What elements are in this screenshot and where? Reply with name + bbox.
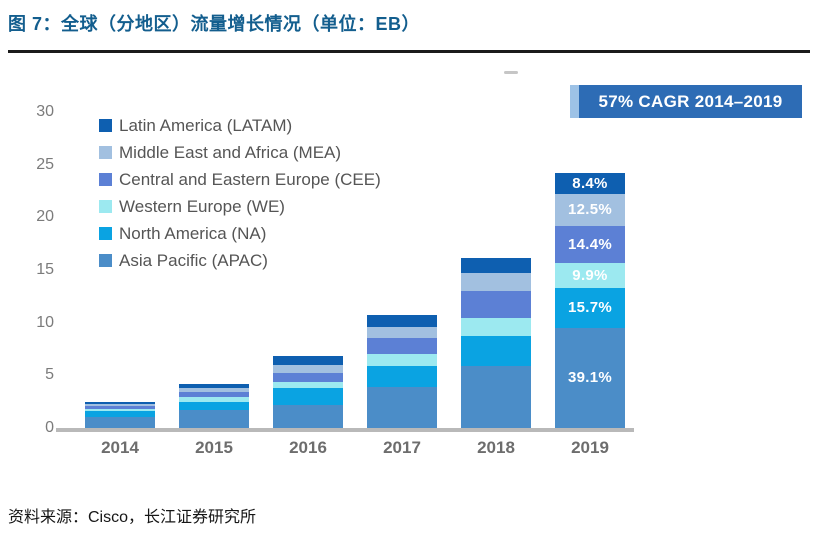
- legend-swatch-icon: [99, 119, 112, 132]
- legend-label: Western Europe (WE): [119, 196, 285, 216]
- bar-segment: [273, 373, 343, 382]
- bar-segment: [461, 291, 531, 319]
- bar-segment: [273, 356, 343, 365]
- bar-segment: [273, 404, 343, 428]
- bar-segment: [179, 383, 249, 388]
- segment-percent-label: 8.4%: [572, 175, 608, 193]
- y-axis-tick-label: 20: [36, 208, 54, 226]
- segment-percent-label: 12.5%: [567, 201, 613, 219]
- bar-segment: [179, 387, 249, 393]
- segment-percent-label: 15.7%: [567, 299, 613, 317]
- bar-segment: [179, 392, 249, 398]
- segment-percent-label: 9.9%: [572, 266, 608, 284]
- x-axis-tick-label: 2014: [101, 438, 139, 457]
- legend-label: Latin America (LATAM): [119, 115, 293, 135]
- x-axis-tick-label: 2016: [289, 438, 327, 457]
- bar-segment: [179, 410, 249, 428]
- bar-segment: 14.4%: [555, 225, 625, 263]
- legend-item: Western Europe (WE): [99, 193, 381, 220]
- y-axis-tick-label: 5: [45, 366, 54, 384]
- bar-segment: [367, 315, 437, 327]
- bar-segment: [179, 397, 249, 402]
- bar-segment: 15.7%: [555, 287, 625, 328]
- x-axis-tick-label: 2015: [195, 438, 233, 457]
- bar-segment: [461, 318, 531, 337]
- bar-segment: 9.9%: [555, 262, 625, 288]
- legend-label: Middle East and Africa (MEA): [119, 142, 342, 162]
- y-axis-tick-label: 25: [36, 155, 54, 173]
- legend-swatch-icon: [99, 254, 112, 267]
- segment-percent-label: 14.4%: [567, 235, 613, 253]
- legend-swatch-icon: [99, 173, 112, 186]
- bar-segment: [85, 409, 155, 412]
- figure-title: 图 7：全球（分地区）流量增长情况（单位：EB）: [8, 14, 421, 34]
- legend-swatch-icon: [99, 200, 112, 213]
- bar-segment: [461, 365, 531, 428]
- bar-segment: [85, 405, 155, 410]
- x-axis-tick-label: 2019: [571, 438, 609, 457]
- bar-segment: [85, 401, 155, 404]
- bar-segment: [85, 417, 155, 428]
- scan-artifact-mark: [504, 71, 518, 74]
- bar-segment: 39.1%: [555, 327, 625, 428]
- bar-segment: [461, 258, 531, 274]
- cagr-annotation-badge: 57% CAGR 2014–2019: [570, 85, 802, 118]
- x-axis-tick-label: 2017: [383, 438, 421, 457]
- bar-segment: [367, 365, 437, 387]
- legend-item: Middle East and Africa (MEA): [99, 139, 381, 166]
- legend-item: Central and Eastern Europe (CEE): [99, 166, 381, 193]
- bar-segment: [273, 364, 343, 374]
- chart-legend: Latin America (LATAM) Middle East and Afr…: [99, 112, 381, 274]
- bar-segment: 8.4%: [555, 173, 625, 195]
- bar-segment: [85, 411, 155, 418]
- bar-segment: [367, 386, 437, 428]
- bar-segment: [367, 354, 437, 366]
- y-axis-tick-label: 0: [45, 419, 54, 436]
- bar-segment: 12.5%: [555, 194, 625, 226]
- y-axis-tick-label: 10: [36, 313, 54, 331]
- legend-label: Asia Pacific (APAC): [119, 250, 268, 270]
- legend-label: Central and Eastern Europe (CEE): [119, 169, 381, 189]
- bar-segment: [85, 403, 155, 406]
- source-note: 资料来源：Cisco，长江证券研究所: [8, 509, 257, 526]
- bar-segment: [461, 273, 531, 292]
- bar-segment: [179, 401, 249, 411]
- bar-segment: [273, 381, 343, 388]
- legend-swatch-icon: [99, 146, 112, 159]
- legend-item: Asia Pacific (APAC): [99, 247, 381, 274]
- segment-percent-label: 39.1%: [567, 369, 613, 387]
- bar-segment: [367, 326, 437, 339]
- legend-item: North America (NA): [99, 220, 381, 247]
- y-axis-tick-label: 15: [36, 261, 54, 278]
- x-axis-tick-label: 2018: [477, 438, 515, 457]
- legend-swatch-icon: [99, 227, 112, 240]
- bar-segment: [273, 387, 343, 405]
- cagr-annotation-text: 57% CAGR 2014–2019: [598, 91, 783, 111]
- legend-item: Latin America (LATAM): [99, 112, 381, 139]
- bar-segment: [461, 336, 531, 366]
- x-axis-baseline: [56, 428, 634, 432]
- stacked-bar-chart: 57% CAGR 2014–2019 Latin America (LATAM)…: [0, 58, 818, 488]
- y-axis-tick-label: 30: [36, 103, 54, 120]
- title-divider: [8, 50, 810, 53]
- bar-segment: [367, 338, 437, 355]
- legend-label: North America (NA): [119, 223, 267, 243]
